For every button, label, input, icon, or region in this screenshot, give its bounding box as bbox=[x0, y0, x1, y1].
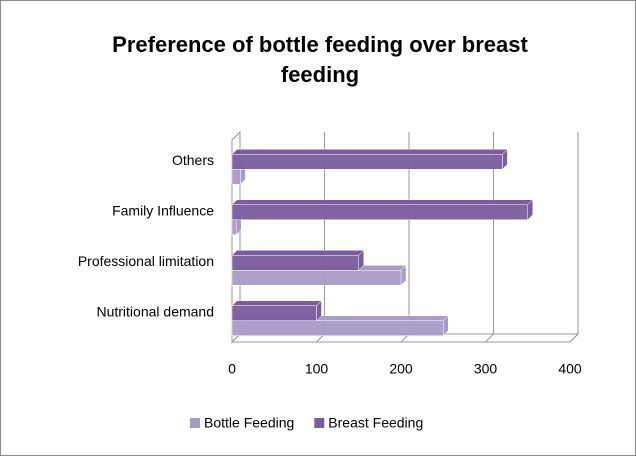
bar-face bbox=[231, 320, 444, 336]
y-tick-label: Professional limitation bbox=[78, 253, 214, 269]
x-tick-label: 200 bbox=[389, 361, 413, 377]
y-tick-label: Others bbox=[172, 152, 214, 168]
bar bbox=[231, 249, 365, 271]
y-tick-label: Nutritional demand bbox=[96, 303, 214, 319]
bar bbox=[231, 199, 534, 221]
bar-face bbox=[231, 219, 237, 235]
grid-line bbox=[569, 132, 579, 343]
bar-face bbox=[231, 250, 365, 256]
legend-swatch bbox=[190, 418, 200, 428]
bar-face bbox=[231, 154, 503, 170]
bar-face bbox=[231, 199, 534, 205]
x-tick-label: 0 bbox=[228, 361, 236, 377]
bar-face bbox=[231, 149, 509, 155]
legend-swatch bbox=[314, 418, 325, 428]
bar bbox=[231, 300, 323, 322]
y-tick-label: Family Influence bbox=[112, 202, 214, 218]
chart-title: Preference of bottle feeding over breast… bbox=[112, 32, 528, 87]
x-tick-label: 300 bbox=[474, 361, 498, 377]
bar-face bbox=[231, 255, 359, 271]
bar-face bbox=[231, 169, 241, 185]
grid-line bbox=[485, 132, 494, 343]
legend-label: Bottle Feeding bbox=[204, 415, 294, 431]
bar-face bbox=[231, 300, 323, 306]
legend-label: Breast Feeding bbox=[328, 415, 423, 431]
x-tick-label: 100 bbox=[305, 361, 329, 377]
bar-face bbox=[231, 204, 528, 220]
bar bbox=[231, 148, 509, 170]
x-tick-label: 400 bbox=[558, 361, 582, 377]
bar-face bbox=[231, 270, 402, 286]
bar-face bbox=[231, 305, 317, 321]
